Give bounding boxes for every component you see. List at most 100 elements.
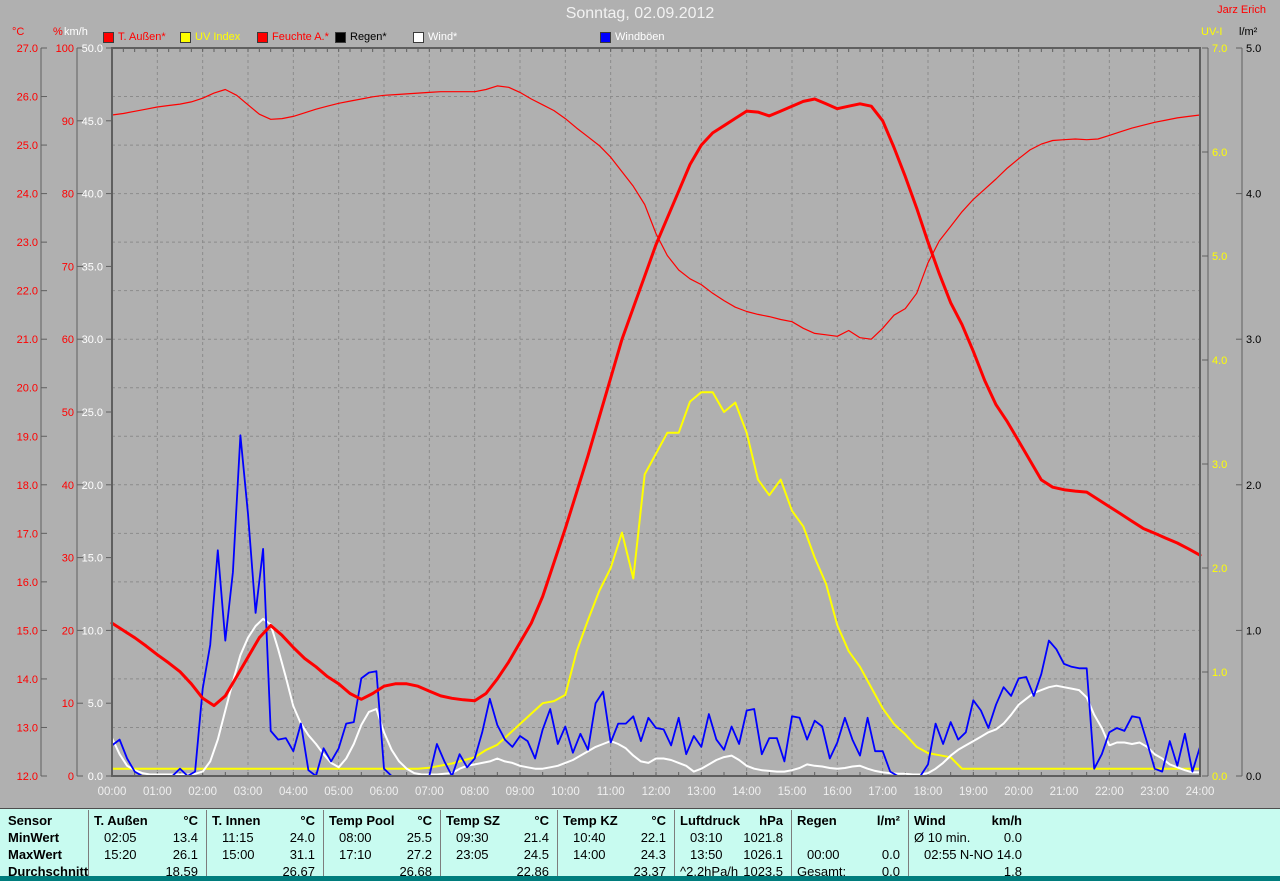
legend-swatch-icon — [103, 31, 114, 43]
x-axis-label: 10:00 — [551, 786, 580, 798]
table-min-value: 25.5 — [406, 830, 432, 845]
axis-tick-label: 14.0 — [17, 674, 38, 686]
table-separator — [791, 810, 792, 877]
axis-tick-label: 35.0 — [82, 261, 103, 273]
axis-unit-percent: % — [53, 26, 63, 38]
table-separator — [674, 810, 675, 877]
x-axis-label: 11:00 — [597, 786, 625, 798]
x-axis-label: 21:00 — [1050, 786, 1079, 798]
axis-tick-label: 100 — [56, 43, 74, 55]
axis-tick-label: 15.0 — [17, 625, 38, 637]
axis-unit-lm2: l/m² — [1239, 26, 1258, 38]
axis-tick-label: 50 — [62, 407, 74, 419]
x-axis-label: 04:00 — [279, 786, 308, 798]
x-axis-label: 22:00 — [1095, 786, 1124, 798]
axis-tick-label: 25.0 — [17, 140, 38, 152]
table-col-name: T. Außen — [94, 813, 148, 828]
x-axis-label: 07:00 — [415, 786, 444, 798]
table-min-value: 0.0 — [1003, 830, 1022, 845]
legend-item-0: T. Außen* — [103, 31, 166, 43]
axis-tick-label: 70 — [62, 261, 74, 273]
table-separator — [908, 810, 909, 877]
x-axis-label: 01:00 — [143, 786, 172, 798]
table-avg-value: 26.68 — [399, 864, 432, 879]
axis-tick-label: 15.0 — [82, 553, 103, 565]
series-t-au-en — [110, 97, 1202, 708]
x-axis-label: 23:00 — [1140, 786, 1169, 798]
table-col-unit: l/m² — [876, 813, 900, 828]
x-axis-label: 08:00 — [460, 786, 489, 798]
axis-tick-label: 5.0 — [88, 698, 103, 710]
axis-tick-label: 10.0 — [82, 625, 103, 637]
legend-label: Regen* — [350, 31, 387, 43]
table-row-label: Sensor — [8, 813, 53, 828]
legend-swatch-icon — [335, 31, 346, 43]
x-axis-label: 15:00 — [778, 786, 807, 798]
table-min-value: 13.4 — [172, 830, 198, 845]
table-col-name: Regen — [797, 813, 837, 828]
axis-tick-label: 13.0 — [17, 722, 38, 734]
table-min-time: Ø 10 min. — [914, 830, 971, 845]
legend-swatch-icon — [413, 31, 424, 43]
table-max-time: 17:10 — [339, 847, 372, 862]
table-col-unit: °C — [300, 813, 315, 828]
axis-tick-label: 0.0 — [88, 771, 103, 783]
axis-tick-label: 40.0 — [82, 189, 103, 201]
table-min-time: 09:30 — [456, 830, 489, 845]
legend-swatch-icon — [600, 31, 611, 43]
axis-tick-label: 2.0 — [1212, 563, 1227, 575]
sensor-summary-table: Sensor MinWert MaxWert Durchschnitt T. Außen… — [0, 808, 1280, 879]
axis-tick-label: 5.0 — [1212, 251, 1227, 263]
x-axis-label: 02:00 — [188, 786, 217, 798]
axis-tick-label: 26.0 — [17, 92, 38, 104]
table-min-value: 22.1 — [640, 830, 666, 845]
legend-label: Feuchte A.* — [272, 31, 329, 43]
table-separator — [440, 810, 441, 877]
legend-item-1: UV Index — [180, 31, 240, 43]
table-min-time: 02:05 — [104, 830, 137, 845]
axis-tick-label: 0.0 — [1246, 771, 1261, 783]
x-axis-label: 24:00 — [1186, 786, 1215, 798]
table-row-label: MinWert — [8, 830, 60, 845]
table-max-time: 00:00 — [807, 847, 840, 862]
axis-tick-label: 4.0 — [1246, 189, 1261, 201]
axis-tick-label: 3.0 — [1212, 459, 1227, 471]
axis-tick-label: 23.0 — [17, 237, 38, 249]
legend-item-3: Regen* — [335, 31, 387, 43]
legend-label: Wind* — [428, 31, 458, 43]
axis-tick-label: 6.0 — [1212, 147, 1227, 159]
axis-tick-label: 2.0 — [1246, 480, 1261, 492]
table-separator — [557, 810, 558, 877]
table-col-name: Temp SZ — [446, 813, 500, 828]
table-avg-value: 26.67 — [282, 864, 315, 879]
axis-tick-label: 16.0 — [17, 577, 38, 589]
x-axis-label: 18:00 — [914, 786, 943, 798]
table-max-time: 15:00 — [222, 847, 255, 862]
axis-tick-label: 90 — [62, 116, 74, 128]
table-max-value: 24.5 — [523, 847, 549, 862]
table-min-time: 11:15 — [222, 830, 254, 845]
table-avg-value: 0.0 — [881, 864, 900, 879]
table-col-unit: °C — [417, 813, 432, 828]
table-min-time: 08:00 — [339, 830, 372, 845]
table-row-label: MaxWert — [8, 847, 62, 862]
table-avg-value: 22.86 — [516, 864, 549, 879]
axis-tick-label: 40 — [62, 480, 74, 492]
legend-item-4: Wind* — [413, 31, 457, 43]
axis-tick-label: 19.0 — [17, 431, 38, 443]
table-max-time: 14:00 — [573, 847, 606, 862]
table-col-unit: hPa — [759, 813, 783, 828]
axis-tick-label: 45.0 — [82, 116, 103, 128]
legend-label: T. Außen* — [118, 31, 166, 43]
axis-tick-label: 30.0 — [82, 334, 103, 346]
table-avg-value: 18.59 — [165, 864, 198, 879]
table-max-time: 15:20 — [104, 847, 137, 862]
axis-tick-label: 1.0 — [1212, 667, 1227, 679]
table-max-value: 24.3 — [640, 847, 666, 862]
table-min-time: 10:40 — [573, 830, 606, 845]
axis-tick-label: 5.0 — [1246, 43, 1261, 55]
axis-tick-label: 80 — [62, 189, 74, 201]
table-col-name: Wind — [914, 813, 946, 828]
axis-tick-label: 25.0 — [82, 407, 103, 419]
x-axis-label: 05:00 — [324, 786, 353, 798]
